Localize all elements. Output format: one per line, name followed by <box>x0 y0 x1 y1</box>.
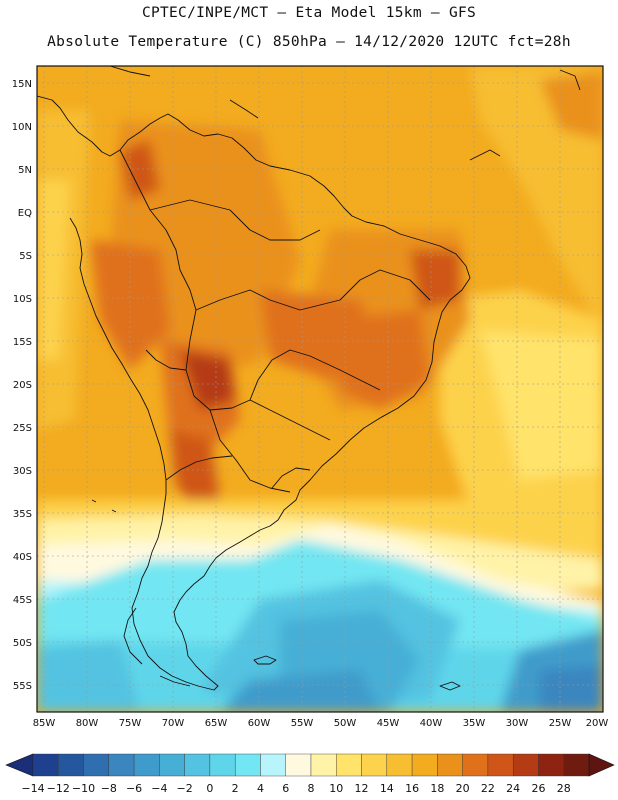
lat-label: 15N <box>12 79 32 90</box>
map-title-line2: Absolute Temperature (C) 850hPa – 14/12/… <box>47 34 571 50</box>
lat-label: 30S <box>13 466 32 477</box>
lon-label: 85W <box>33 718 56 729</box>
colorbar-tick-label: 18 <box>430 782 445 795</box>
colorbar-swatch <box>133 753 160 777</box>
colorbar-tick-label: −12 <box>46 782 70 795</box>
lon-label: 70W <box>162 718 185 729</box>
colorbar-swatch <box>184 753 211 777</box>
map-title-line1: CPTEC/INPE/MCT – Eta Model 15km – GFS <box>141 5 477 21</box>
colorbar-swatch <box>260 753 286 777</box>
lat-label: 10N <box>12 122 32 133</box>
colorbar-tick-label: 22 <box>480 782 495 795</box>
temperature-field <box>37 66 603 712</box>
lat-label: 45S <box>13 595 32 606</box>
colorbar-tick-label: 14 <box>379 782 394 795</box>
colorbar-swatch <box>159 753 185 777</box>
colorbar-tick-label: 24 <box>506 782 521 795</box>
lon-label: 60W <box>248 718 271 729</box>
lon-label: 20W <box>586 718 609 729</box>
colorbar-swatch <box>437 753 463 777</box>
colorbar-tick-label: 2 <box>231 782 239 795</box>
lat-label: 50S <box>13 638 32 649</box>
colorbar-swatch <box>487 753 514 777</box>
lat-label: 25S <box>13 423 32 434</box>
colorbar-swatch <box>285 753 312 777</box>
colorbar-tick-label: −4 <box>151 782 168 795</box>
coastlines <box>37 66 581 691</box>
colorbar-tick-label: 8 <box>307 782 315 795</box>
colorbar-swatch <box>411 753 438 777</box>
colorbar-right-arrow <box>588 753 615 777</box>
lat-label: 35S <box>13 509 32 520</box>
colorbar-tick-label: 28 <box>556 782 571 795</box>
colorbar-tick-label: 26 <box>531 782 546 795</box>
colorbar-swatch <box>512 753 539 777</box>
colorbar <box>5 753 615 777</box>
graticule <box>37 66 603 712</box>
lat-label: 5S <box>19 251 32 262</box>
colorbar-tick-label: 4 <box>256 782 264 795</box>
lon-label: 35W <box>463 718 486 729</box>
colorbar-tick-label: −2 <box>176 782 193 795</box>
colorbar-tick-label: 12 <box>354 782 369 795</box>
colorbar-swatch <box>386 753 413 777</box>
lon-label: 45W <box>377 718 400 729</box>
lat-label: 40S <box>13 552 32 563</box>
lon-label: 25W <box>549 718 572 729</box>
colorbar-swatch <box>538 753 564 777</box>
lon-label: 75W <box>119 718 142 729</box>
lon-label: 30W <box>506 718 529 729</box>
colorbar-tick-label: 10 <box>329 782 344 795</box>
lon-label: 40W <box>420 718 443 729</box>
lat-label: EQ <box>18 208 32 219</box>
colorbar-swatch <box>58 753 84 777</box>
colorbar-tick-label: 16 <box>405 782 420 795</box>
colorbar-tick-label: −14 <box>21 782 45 795</box>
colorbar-tick-label: −8 <box>100 782 117 795</box>
lat-label: 55S <box>13 681 32 692</box>
lon-label: 65W <box>205 718 228 729</box>
map-frame <box>36 65 604 713</box>
colorbar-tick-label: −10 <box>71 782 96 795</box>
lat-label: 20S <box>13 380 32 391</box>
colorbar-left-arrow <box>5 753 34 777</box>
colorbar-swatch <box>310 753 337 777</box>
colorbar-swatch <box>234 753 261 777</box>
colorbar-tick-label: 20 <box>455 782 470 795</box>
lon-label: 50W <box>334 718 357 729</box>
colorbar-swatch <box>83 753 110 777</box>
colorbar-swatch <box>462 753 489 777</box>
longitude-labels: 85W 80W 75W 70W 65W 60W 55W 50W 45W 40W … <box>33 718 609 729</box>
colorbar-swatch <box>32 753 59 777</box>
colorbar-swatch <box>563 753 590 777</box>
colorbar-tick-label: −6 <box>125 782 143 795</box>
lon-label: 55W <box>291 718 314 729</box>
colorbar-swatch <box>108 753 135 777</box>
latitude-labels: 15N 10N 5N EQ 5S 10S 15S 20S 25S 30S 35S… <box>12 79 32 692</box>
colorbar-swatch <box>361 753 388 777</box>
lon-label: 80W <box>76 718 99 729</box>
lat-label: 15S <box>13 337 32 348</box>
colorbar-tick-label: 6 <box>282 782 290 795</box>
colorbar-swatch <box>336 753 362 777</box>
colorbar-tick-label: 0 <box>206 782 214 795</box>
lat-label: 10S <box>13 294 32 305</box>
lat-label: 5N <box>18 165 32 176</box>
colorbar-swatch <box>209 753 236 777</box>
